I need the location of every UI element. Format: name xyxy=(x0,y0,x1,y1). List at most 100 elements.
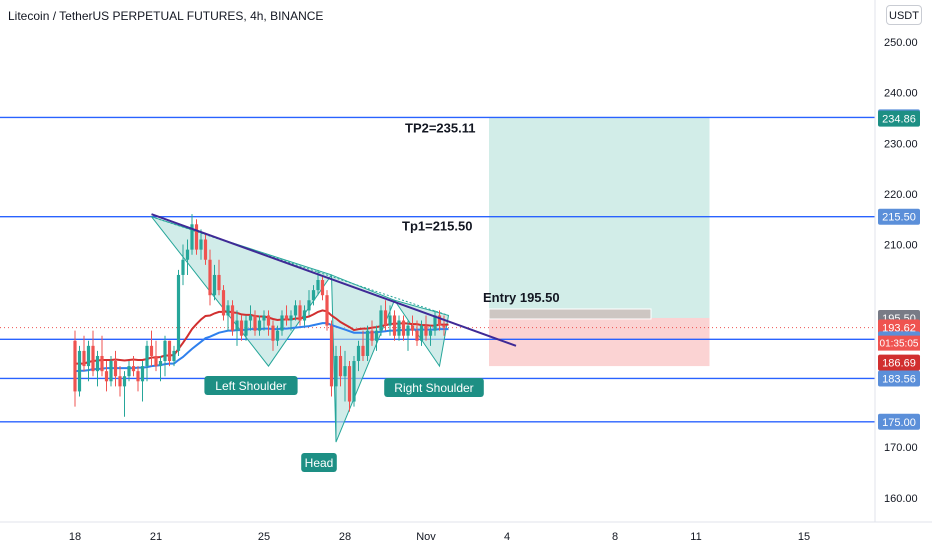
candle-body xyxy=(302,310,307,321)
tp2-label: TP2=235.11 xyxy=(405,120,475,135)
x-tick-label: 28 xyxy=(339,531,351,543)
candle-body xyxy=(239,320,244,336)
x-tick-label: 15 xyxy=(798,531,810,543)
loss-zone xyxy=(489,317,710,367)
y-tick-label: 240.00 xyxy=(884,88,918,100)
candle-body xyxy=(109,361,113,382)
candle-body xyxy=(167,340,172,362)
candle-body xyxy=(410,325,415,331)
entry-box xyxy=(488,308,652,320)
candle-body xyxy=(145,345,149,367)
y-tick-label: 160.00 xyxy=(884,493,918,505)
candle-body xyxy=(221,290,226,316)
chart-title: Litecoin / TetherUS PERPETUAL FUTURES, 4… xyxy=(8,9,324,23)
candle-body xyxy=(226,305,230,316)
tp1-label: Tp1=215.50 xyxy=(402,219,472,234)
candle-body xyxy=(149,345,154,356)
candle-body xyxy=(235,320,239,331)
candle-body xyxy=(352,361,356,402)
y-tick-label: 210.00 xyxy=(884,240,918,252)
candle-body xyxy=(262,315,266,321)
price-label-bg xyxy=(878,208,920,225)
price-label: 183.56 xyxy=(882,373,916,385)
candle-body xyxy=(316,280,320,291)
candle-body xyxy=(199,239,203,250)
candle-body xyxy=(100,355,104,372)
candle-body xyxy=(329,325,334,387)
head-label-text: Head xyxy=(305,456,334,470)
candle-body xyxy=(343,366,347,377)
candle-body xyxy=(379,310,383,331)
candle-body xyxy=(95,355,100,372)
entry-label: Entry 195.50 xyxy=(483,290,560,305)
candle-body xyxy=(293,305,298,316)
candle-body xyxy=(212,274,217,296)
candle-body xyxy=(415,330,419,341)
candle-body xyxy=(104,371,109,382)
candle-body xyxy=(334,355,338,387)
currency-button[interactable]: USDT xyxy=(886,5,922,25)
candle-body xyxy=(208,259,212,296)
head-label-bg xyxy=(301,453,337,472)
candle-body xyxy=(280,315,284,331)
countdown-label: 01:35:05 xyxy=(880,339,919,350)
x-tick-label: 25 xyxy=(258,531,270,543)
candle-body xyxy=(284,315,289,321)
candle-body xyxy=(82,350,86,367)
candle-body xyxy=(217,274,221,291)
candle-body xyxy=(275,330,280,341)
candle-body xyxy=(127,366,131,377)
candle-body xyxy=(185,249,190,260)
price-label: 175.00 xyxy=(882,417,916,429)
candle-body xyxy=(392,315,397,336)
candle-body xyxy=(140,366,145,382)
candle-body xyxy=(244,320,248,336)
right-shoulder-label-bg xyxy=(384,378,484,397)
candle-body xyxy=(383,310,388,326)
price-axis xyxy=(875,0,932,550)
y-tick-label: 230.00 xyxy=(884,138,918,150)
candle-body xyxy=(433,315,437,331)
price-label: 186.69 xyxy=(882,358,916,370)
x-tick-label: Nov xyxy=(416,531,436,543)
candle-body xyxy=(77,350,82,392)
candle-body xyxy=(190,224,194,250)
candle-body xyxy=(428,330,433,336)
candle-body xyxy=(163,340,167,362)
candle-body xyxy=(370,330,374,341)
candle-body xyxy=(388,315,392,326)
candle-body xyxy=(194,224,199,250)
candle-body xyxy=(356,345,361,362)
ema_blue-line xyxy=(74,322,449,373)
candle-body xyxy=(86,345,91,367)
candle-body xyxy=(181,259,185,275)
price-label: 234.86 xyxy=(882,114,916,126)
x-tick-label: 4 xyxy=(504,531,510,543)
candle-body xyxy=(154,355,158,367)
left-shoulder-label-text: Left Shoulder xyxy=(215,379,286,393)
candle-body xyxy=(437,315,442,326)
candle-body xyxy=(311,290,316,301)
candle-body xyxy=(401,320,406,336)
right-shoulder-label: Right Shoulder xyxy=(384,378,484,397)
candle-body xyxy=(307,300,311,311)
head-label: Head xyxy=(301,453,337,472)
candle-body xyxy=(338,355,343,377)
candle-body xyxy=(122,376,127,387)
candle-body xyxy=(361,345,365,356)
candle-body xyxy=(289,315,293,321)
y-tick-label: 220.00 xyxy=(884,189,918,201)
candle-body xyxy=(73,340,77,392)
x-tick-label: 8 xyxy=(612,531,618,543)
price-label-bg xyxy=(878,413,920,430)
y-tick-label: 170.00 xyxy=(884,442,918,454)
price-label-bg xyxy=(878,354,920,371)
y-tick-label: 250.00 xyxy=(884,37,918,49)
candle-body xyxy=(266,315,271,326)
candle-body xyxy=(442,325,446,328)
candle-body xyxy=(374,330,379,341)
countdown-bg xyxy=(878,335,920,351)
price-label-bg xyxy=(878,110,920,127)
